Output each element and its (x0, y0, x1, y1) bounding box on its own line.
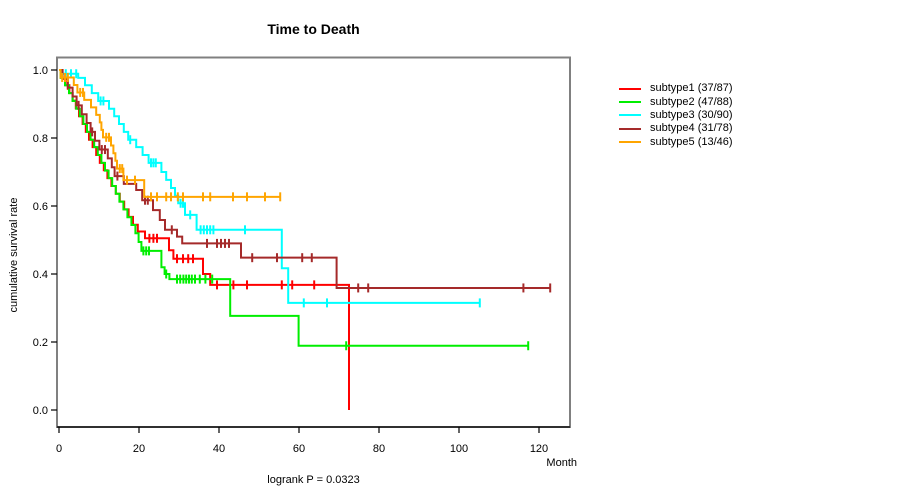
plot-box (56, 56, 571, 428)
x-tick-label: 0 (56, 443, 62, 455)
x-tick-label: 80 (373, 443, 385, 455)
y-tick-label: 1.0 (33, 65, 48, 77)
legend-item-subtype1: subtype1 (37/87) (619, 82, 733, 95)
y-tick-label: 0.4 (33, 269, 48, 281)
survival-curve-subtype2 (59, 69, 529, 347)
x-tick-label: 40 (213, 443, 225, 455)
x-tick-label: 60 (293, 443, 305, 455)
y-tick-label: 0.6 (33, 201, 48, 213)
legend-label: subtype1 (37/87) (650, 82, 733, 95)
y-tick-label: 0.2 (33, 337, 48, 349)
legend-line-swatch (619, 87, 641, 90)
survival-curve-subtype1 (59, 69, 350, 410)
legend-label: subtype5 (13/46) (650, 135, 733, 148)
x-tick-label: 100 (450, 443, 468, 455)
logrank-annotation: logrank P = 0.0323 (267, 474, 360, 486)
legend-label: subtype3 (30/90) (650, 108, 733, 121)
legend-label: subtype4 (31/78) (650, 122, 733, 135)
survival-curve-subtype3 (59, 69, 480, 304)
survival-curve-subtype4 (59, 69, 551, 289)
legend-line-swatch (619, 127, 641, 130)
legend-line-swatch (619, 101, 641, 104)
x-axis-title: Month (546, 457, 577, 469)
y-tick-label: 0.0 (33, 405, 48, 417)
y-tick-label: 0.8 (33, 133, 48, 145)
legend-label: subtype2 (47/88) (650, 95, 733, 108)
x-tick-label: 20 (133, 443, 145, 455)
legend-item-subtype3: subtype3 (30/90) (619, 109, 733, 122)
legend-line-swatch (619, 141, 641, 144)
survival-curve-subtype5 (59, 69, 281, 198)
x-tick-label: 120 (530, 443, 548, 455)
legend-item-subtype4: subtype4 (31/78) (619, 122, 733, 135)
legend: subtype1 (37/87) subtype2 (47/88) subtype3… (619, 82, 733, 149)
chart-title: Time to Death (267, 21, 360, 37)
legend-item-subtype5: subtype5 (13/46) (619, 136, 733, 149)
legend-item-subtype2: subtype2 (47/88) (619, 95, 733, 108)
legend-line-swatch (619, 114, 641, 117)
